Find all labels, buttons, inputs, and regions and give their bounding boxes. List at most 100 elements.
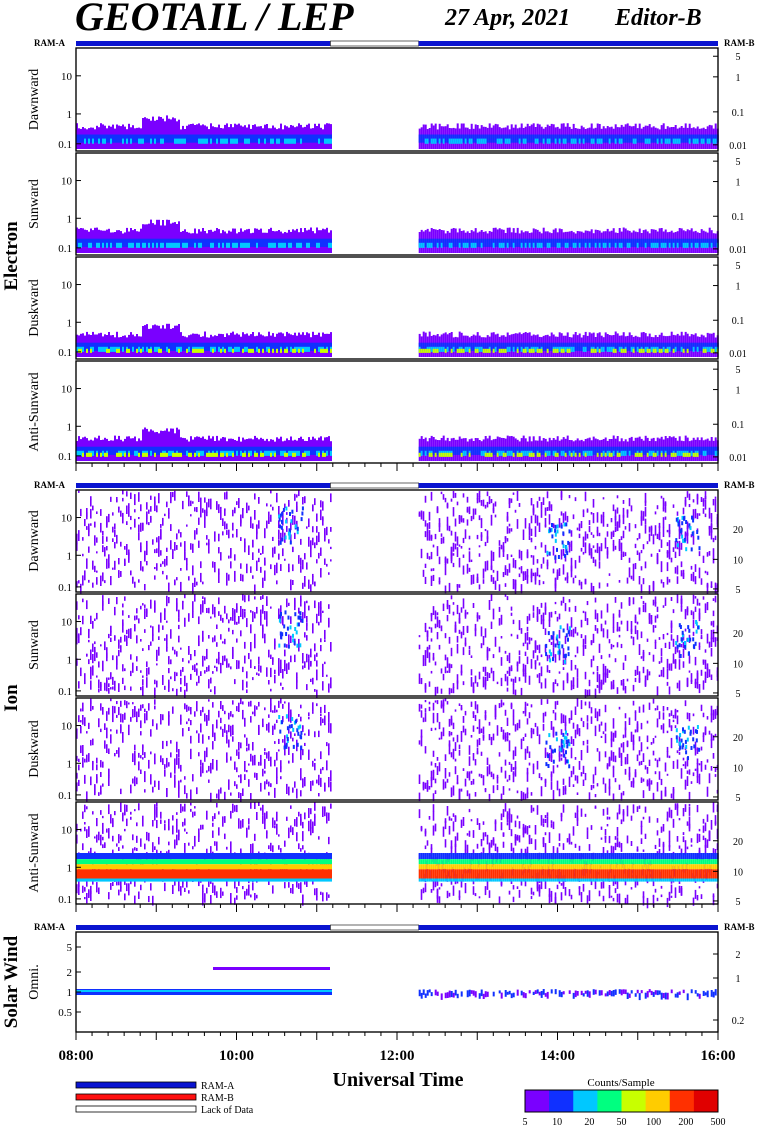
- spectrogram-cell: [278, 238, 280, 247]
- spectrogram-cell: [136, 242, 138, 248]
- spectrogram-cell: [146, 224, 148, 253]
- spectrogram-cell: [704, 499, 707, 510]
- spectrogram-cell: [302, 559, 304, 570]
- spectrogram-cell: [142, 679, 144, 686]
- spectrogram-cell: [144, 584, 146, 591]
- spectrogram-cell: [330, 348, 332, 353]
- spectrogram-cell: [678, 138, 681, 144]
- spectrogram-cell: [174, 446, 176, 455]
- left-tick-label: 10: [61, 71, 73, 83]
- spectrogram-cell: [108, 238, 110, 247]
- spectrogram-cell: [202, 508, 204, 513]
- spectrogram-cell: [306, 450, 308, 456]
- spectrogram-cell: [138, 446, 140, 455]
- spectrogram-cell: [308, 450, 310, 456]
- spectrogram-cell: [516, 634, 519, 639]
- spectrogram-cell: [538, 609, 541, 615]
- spectrogram-cell: [600, 138, 603, 144]
- spectrogram-cell: [268, 517, 270, 524]
- spectrogram-cell: [596, 346, 599, 352]
- spectrogram-cell: [540, 666, 543, 677]
- spectrogram-cell: [208, 542, 210, 554]
- spectrogram-cell: [146, 452, 148, 457]
- spectrogram-cell: [466, 612, 469, 615]
- spectrogram-cell: [182, 658, 184, 662]
- spectrogram-cell: [424, 342, 427, 351]
- spectrogram-cell: [574, 242, 577, 248]
- spectrogram-cell: [244, 609, 246, 612]
- spectrogram-cell: [690, 534, 693, 538]
- spectrogram-cell: [710, 446, 713, 455]
- spectrogram-cell: [154, 679, 156, 685]
- spectrogram-cell: [104, 580, 106, 584]
- spectrogram-cell: [424, 520, 427, 527]
- spectrogram-cell: [498, 646, 501, 653]
- spectrogram-cell: [494, 346, 497, 352]
- spectrogram-cell: [216, 624, 218, 629]
- spectrogram-cell: [184, 446, 186, 455]
- spectrogram-cell: [296, 679, 298, 690]
- spectrogram-cell: [672, 452, 675, 457]
- spectrogram-cell: [104, 646, 106, 651]
- spectrogram-cell: [564, 346, 567, 352]
- spectrogram-cell: [548, 238, 551, 247]
- spectrogram-cell: [312, 526, 314, 533]
- spectrogram-cell: [504, 452, 507, 457]
- spectrogram-cell: [122, 603, 124, 608]
- spectrogram-cell: [440, 452, 443, 457]
- spectrogram-cell: [710, 531, 713, 540]
- spectrogram-cell: [218, 597, 220, 605]
- spectrogram-cell: [462, 348, 465, 353]
- spectrogram-cell: [610, 346, 613, 352]
- spectrogram-cell: [324, 342, 326, 351]
- spectrogram-cell: [674, 238, 677, 247]
- spectrogram-cell: [208, 665, 210, 672]
- spectrogram-cell: [570, 625, 573, 628]
- spectrogram-cell: [554, 538, 557, 543]
- spectrogram-cell: [566, 238, 569, 247]
- spectrogram-cell: [426, 552, 429, 559]
- spectrogram-cell: [212, 242, 214, 248]
- spectrogram-cell: [682, 238, 685, 247]
- spectrogram-cell: [138, 532, 140, 541]
- spectrogram-cell: [540, 502, 543, 510]
- spectrogram-cell: [228, 450, 230, 456]
- spectrogram-cell: [454, 138, 457, 144]
- spectrogram-cell: [96, 675, 98, 678]
- spectrogram-cell: [172, 452, 174, 457]
- spectrogram-cell: [218, 504, 220, 514]
- spectrogram-cell: [262, 595, 264, 599]
- spectrogram-cell: [594, 609, 597, 620]
- spectrogram-cell: [588, 342, 591, 351]
- spectrogram-cell: [320, 612, 322, 623]
- spectrogram-cell: [476, 577, 479, 581]
- spectrogram-cell: [314, 342, 316, 351]
- spectrogram-cell: [574, 238, 577, 247]
- spectrogram-cell: [278, 539, 280, 546]
- spectrogram-cell: [162, 452, 164, 457]
- spectrogram-cell: [462, 134, 465, 143]
- spectrogram-cell: [546, 348, 549, 353]
- spectrogram-cell: [506, 346, 509, 352]
- spectrogram-cell: [258, 238, 260, 247]
- spectrogram-cell: [640, 550, 643, 554]
- spectrogram-cell: [538, 662, 541, 666]
- spectrogram-cell: [460, 446, 463, 455]
- spectrogram-cell: [228, 238, 230, 247]
- spectrogram-cell: [156, 346, 158, 352]
- spectrogram-cell: [214, 531, 216, 542]
- spectrogram-cell: [540, 446, 543, 455]
- spectrogram-cell: [76, 601, 78, 610]
- spectrogram-cell: [462, 554, 465, 558]
- spectrogram-cell: [222, 641, 224, 644]
- spectrogram-cell: [152, 633, 154, 642]
- spectrogram-cell: [614, 545, 617, 550]
- spectrogram-cell: [260, 342, 262, 351]
- spectrogram-cell: [570, 617, 573, 627]
- spectrogram-cell: [664, 242, 667, 248]
- spectrogram-cell: [192, 601, 194, 612]
- spectrogram-cell: [156, 537, 158, 543]
- spectrogram-cell: [470, 446, 473, 455]
- spectrogram-cell: [278, 138, 280, 144]
- spectrogram-cell: [254, 134, 256, 143]
